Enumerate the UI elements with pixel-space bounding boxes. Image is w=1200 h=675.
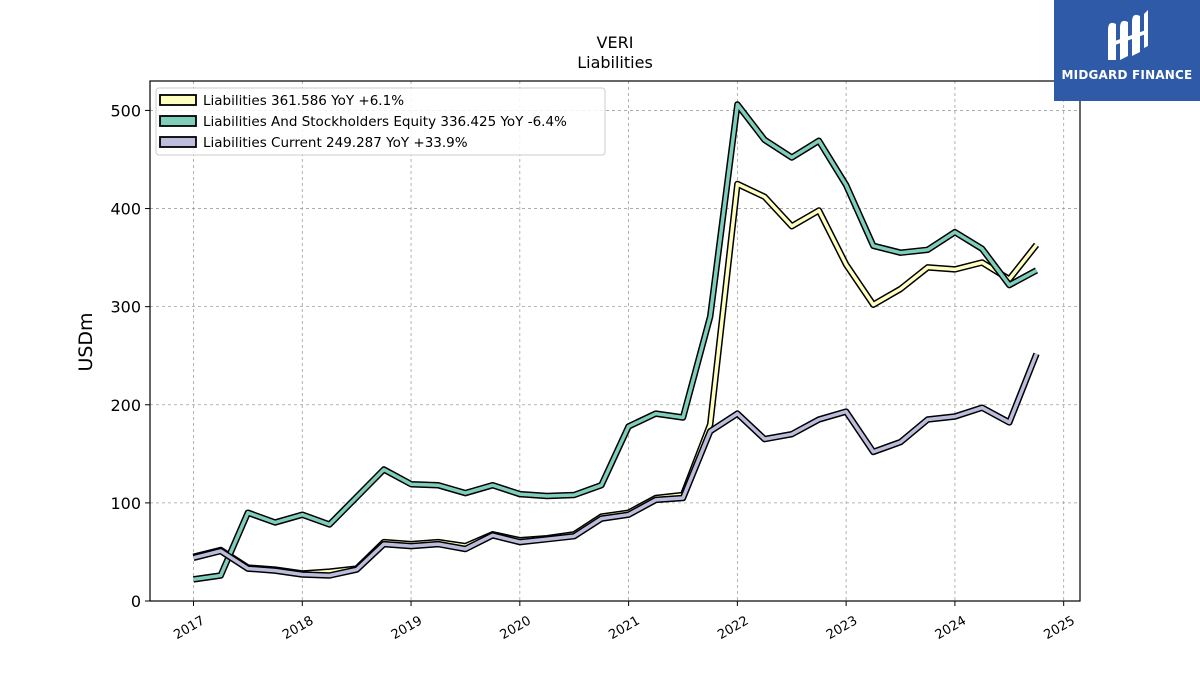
x-tick-label: 2021 <box>606 613 642 643</box>
legend-item: Liabilities And Stockholders Equity 336.… <box>159 114 567 130</box>
legend-label: Liabilities Current 249.287 YoY +33.9% <box>203 135 468 151</box>
x-tick-label: 2025 <box>1042 613 1078 643</box>
logo-mark-icon <box>1108 10 1148 60</box>
series-layer <box>192 101 1040 583</box>
y-tick-label: 300 <box>110 298 141 317</box>
x-tick-label: 2018 <box>280 613 316 643</box>
legend-label: Liabilities And Stockholders Equity 336.… <box>203 114 567 130</box>
y-tick-label: 200 <box>110 396 141 415</box>
series-line-2 <box>193 101 1039 583</box>
series-stroke <box>193 353 1039 578</box>
x-tick-label: 2019 <box>389 613 425 643</box>
chart-title: VERI <box>597 33 634 52</box>
legend-label: Liabilities 361.586 YoY +6.1% <box>203 93 404 109</box>
series-outline <box>193 101 1039 583</box>
legend-swatch <box>159 136 197 148</box>
x-tick-label: 2024 <box>933 613 969 643</box>
y-tick-label: 500 <box>110 101 141 120</box>
y-axis-label: USDm <box>75 312 97 371</box>
chart-subtitle: Liabilities <box>577 53 653 72</box>
series-outline <box>192 352 1040 579</box>
y-tick-label: 0 <box>131 592 141 611</box>
series-stroke <box>193 102 1038 582</box>
logo-text: MIDGARD FINANCE <box>1061 68 1193 82</box>
x-tick-label: 2022 <box>715 613 751 643</box>
legend-item: Liabilities 361.586 YoY +6.1% <box>159 93 404 109</box>
y-tick-label: 400 <box>110 200 141 219</box>
axis-ticks: 0 100 200 300 400 500 2017 2018 2019 2020 2021 2022… <box>110 101 1077 643</box>
grid <box>150 81 1080 602</box>
brand-logo: MIDGARD FINANCE <box>1054 0 1200 101</box>
y-tick-label: 100 <box>110 494 141 513</box>
x-tick-label: 2020 <box>498 613 534 643</box>
legend: Liabilities 361.586 YoY +6.1% Liabilities… <box>155 87 606 156</box>
legend-swatch <box>159 115 197 127</box>
legend-item: Liabilities Current 249.287 YoY +33.9% <box>159 135 468 151</box>
series-line-3 <box>192 352 1040 579</box>
plot-frame <box>149 80 1081 602</box>
x-tick-label: 2023 <box>824 613 860 643</box>
x-tick-label: 2017 <box>171 613 207 643</box>
legend-box <box>155 87 606 156</box>
legend-swatch <box>159 94 197 106</box>
